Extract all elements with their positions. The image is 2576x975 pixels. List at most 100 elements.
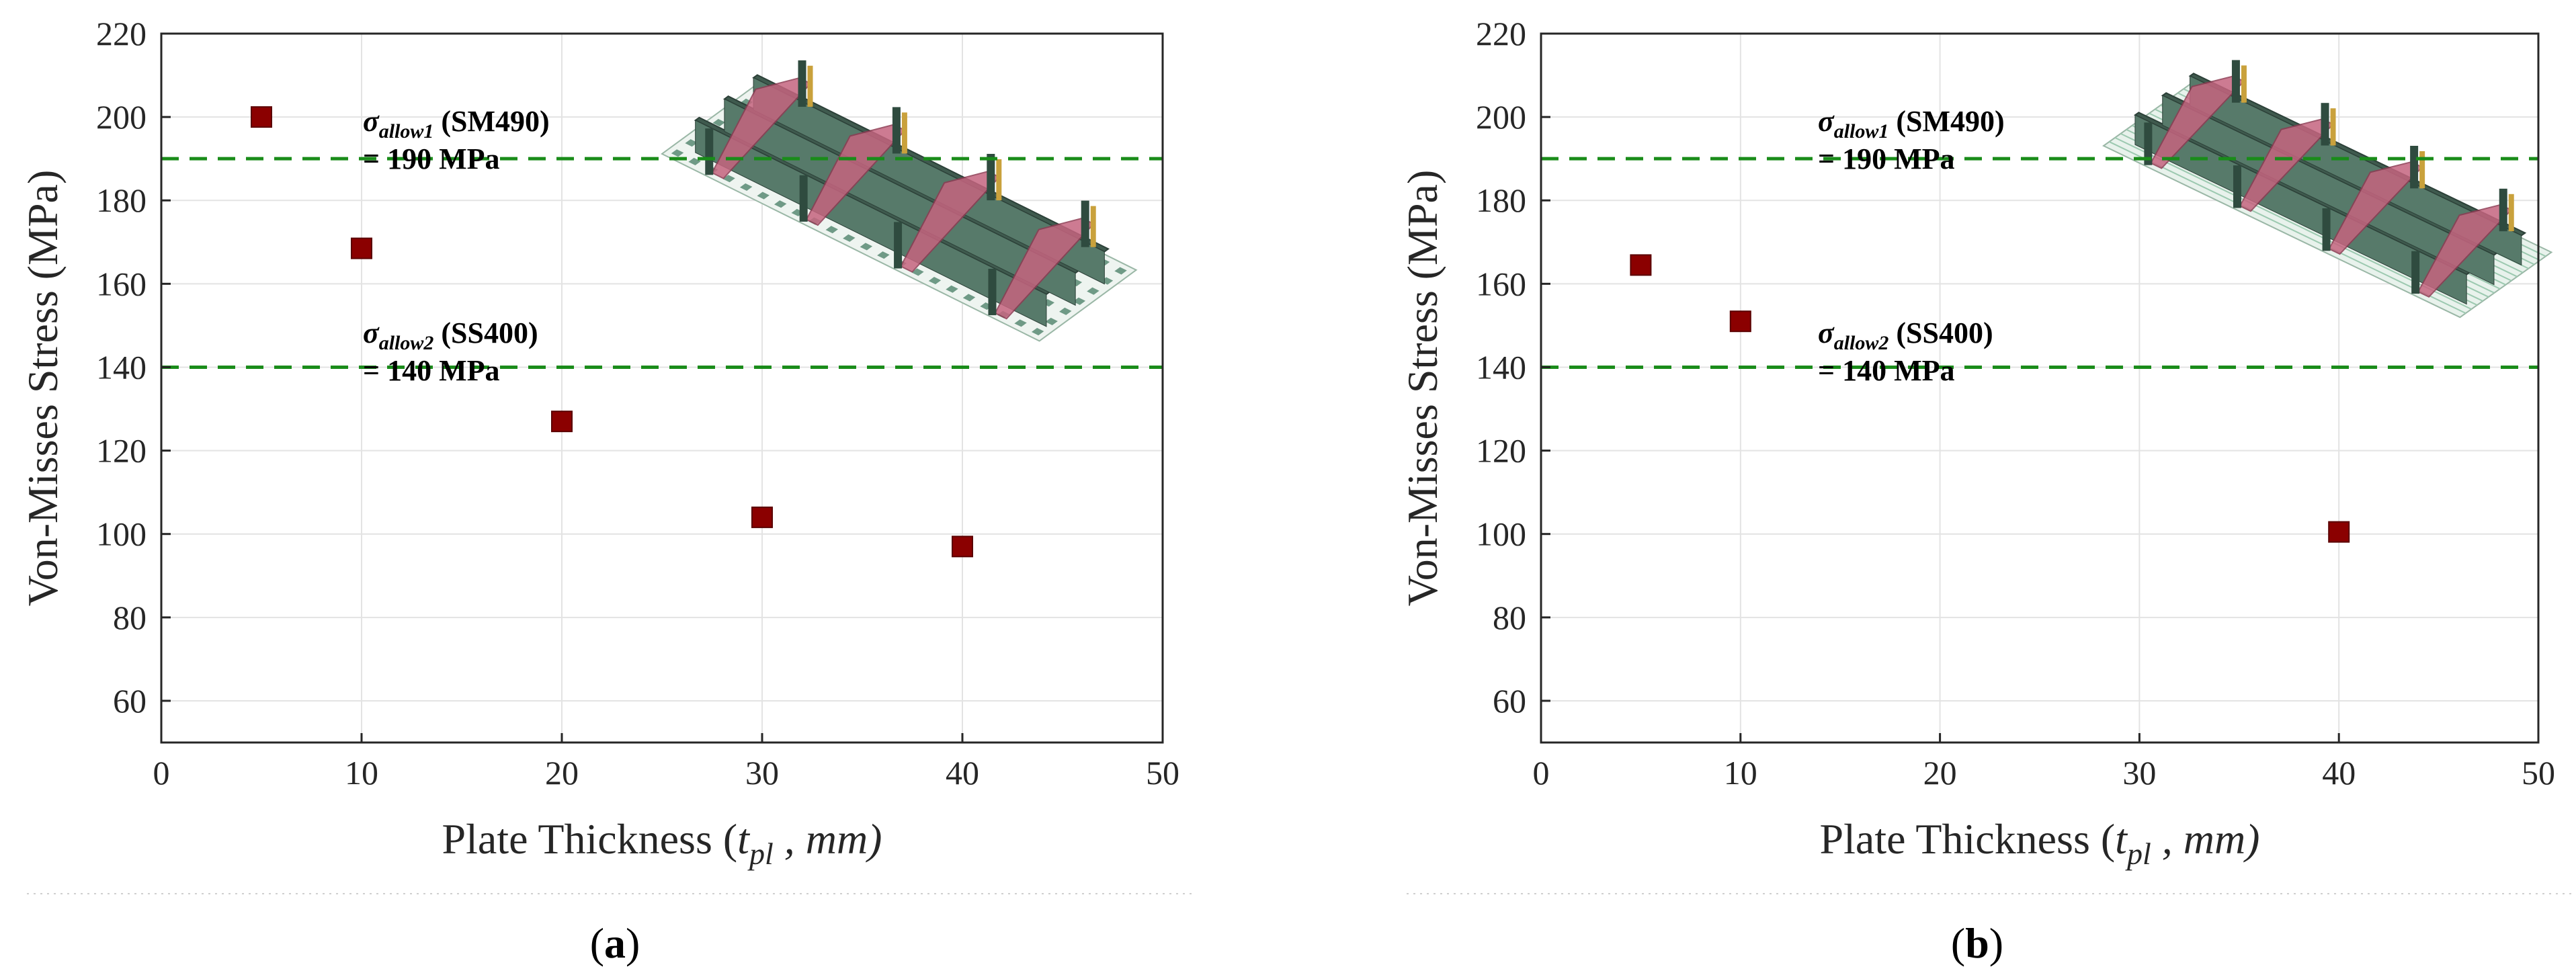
end-post	[799, 175, 808, 222]
plate-cutout	[1087, 287, 1099, 295]
material-label: (SM490)	[433, 105, 549, 138]
y-tick-label: 140	[1476, 348, 1526, 386]
girder-web	[695, 120, 1047, 327]
girder-web	[2190, 75, 2522, 266]
girder-web	[753, 77, 1105, 285]
x-tick-label: 0	[153, 754, 170, 792]
end-post	[2411, 251, 2420, 294]
x-axis-label-sub: pl	[747, 837, 774, 871]
panel-caption: (b)	[1951, 919, 2003, 967]
panel-caption-open: (	[1951, 919, 1965, 967]
allowable-stress-value: = 140 MPa	[1818, 354, 1954, 387]
y-tick-label: 160	[1476, 265, 1526, 302]
panel-caption-letter: a	[604, 919, 626, 967]
x-tick-label: 10	[345, 754, 378, 792]
x-tick-label: 30	[2122, 754, 2156, 792]
x-axis-label-var: t	[737, 815, 751, 863]
plate-cutout	[688, 157, 701, 165]
bearing-plate	[2330, 108, 2336, 146]
plate-cutout	[946, 285, 958, 293]
y-tick-label: 220	[96, 15, 147, 52]
y-tick-label: 80	[113, 599, 147, 636]
inset-3d-model	[661, 60, 1138, 342]
plate-cutout	[1014, 319, 1027, 327]
y-tick-label: 100	[1476, 515, 1526, 553]
x-axis-label: Plate Thickness (tpl , mm)	[442, 815, 882, 871]
plate-cutout	[1045, 317, 1058, 325]
girder-web	[2134, 114, 2467, 305]
data-point	[1630, 254, 1652, 276]
x-axis-label-sub: pl	[2125, 837, 2151, 871]
y-tick-label: 120	[96, 432, 147, 470]
end-post	[988, 268, 997, 316]
end-post	[798, 60, 806, 107]
x-tick-label: 20	[545, 754, 579, 792]
y-tick-label: 140	[96, 348, 147, 386]
bearing-plate	[807, 65, 813, 107]
plate-cutout	[739, 183, 753, 191]
plate-cutout	[685, 139, 698, 147]
plate-cutout	[843, 234, 856, 242]
plate-cutout	[877, 251, 890, 259]
girder-web	[724, 98, 1076, 306]
data-point	[551, 411, 573, 433]
x-tick-label: 30	[745, 754, 779, 792]
bearing-plate	[2241, 65, 2247, 103]
y-tick-label: 200	[96, 98, 147, 136]
data-point	[952, 536, 973, 558]
material-label: (SS400)	[1888, 316, 1993, 349]
data-point	[1729, 310, 1751, 333]
bearing-plate	[1090, 206, 1096, 247]
plate-cutout	[928, 277, 942, 285]
y-tick-label: 60	[113, 682, 147, 720]
sigma-subscript: allow2	[379, 332, 434, 354]
x-tick-label: 10	[1724, 754, 1757, 792]
sigma-subscript: allow1	[379, 120, 434, 142]
girder-web	[2162, 95, 2495, 286]
allowable-stress-value: = 140 MPa	[363, 354, 499, 387]
end-post	[705, 128, 714, 175]
x-axis-label-unit: , mm)	[774, 815, 882, 863]
sigma-symbol: σ	[1818, 105, 1835, 138]
plate-cutout	[774, 200, 787, 208]
plate-cutout	[825, 226, 839, 234]
bearing-plate	[2419, 151, 2425, 189]
data-point	[751, 506, 773, 528]
plot-area	[161, 34, 1163, 743]
sigma-symbol: σ	[363, 105, 380, 138]
plate-cutout	[712, 118, 725, 127]
plate-cutout	[757, 192, 770, 200]
x-tick-label: 40	[946, 754, 979, 792]
y-tick-label: 200	[1476, 98, 1526, 136]
y-tick-label: 100	[96, 515, 147, 553]
x-tick-label: 40	[2322, 754, 2356, 792]
y-tick-label: 120	[1476, 432, 1526, 470]
bearing-plate	[2508, 194, 2514, 232]
sigma-symbol: σ	[363, 316, 380, 349]
allowable-stress-value: = 190 MPa	[363, 142, 499, 175]
plate-cutout	[671, 149, 684, 157]
bearing-plate	[901, 112, 907, 154]
end-post	[894, 222, 903, 269]
data-point	[251, 106, 272, 128]
material-label: (SS400)	[433, 316, 538, 349]
x-axis-label: Plate Thickness (tpl , mm)	[1820, 815, 2260, 871]
x-axis-label-unit: , mm)	[2151, 815, 2260, 863]
y-tick-label: 220	[1476, 15, 1526, 52]
end-post	[2233, 165, 2241, 208]
end-post	[2144, 122, 2153, 165]
sigma-symbol: σ	[1818, 316, 1835, 349]
y-tick-label: 180	[1476, 181, 1526, 219]
y-axis-label: Von-Misses Stress (MPa)	[1399, 170, 1446, 607]
y-tick-label: 60	[1493, 682, 1526, 720]
allowable-stress-label: σallow1 (SM490)	[363, 105, 550, 142]
x-tick-label: 50	[1146, 754, 1179, 792]
material-label: (SM490)	[1888, 105, 2004, 138]
plate-cutout	[1114, 267, 1127, 275]
y-tick-label: 180	[96, 181, 147, 219]
y-tick-label: 80	[1493, 599, 1526, 636]
end-post	[2321, 103, 2329, 146]
data-point	[2328, 521, 2350, 543]
